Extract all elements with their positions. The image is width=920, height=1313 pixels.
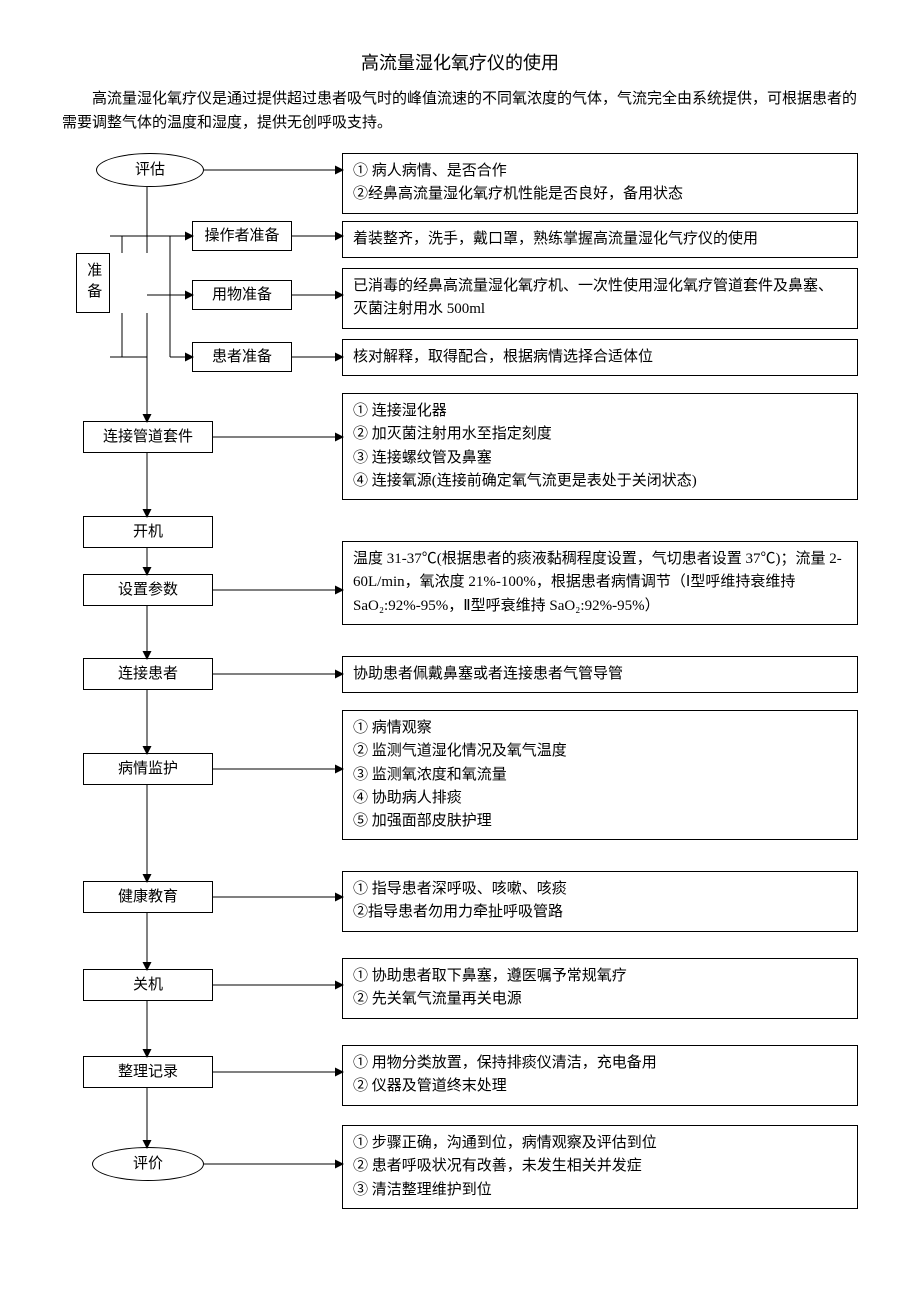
step-monitor-label: 病情监护	[118, 758, 178, 781]
step-connect-kit-label: 连接管道套件	[103, 426, 193, 449]
step-set-params: 设置参数	[83, 574, 213, 606]
detail-set-params: 温度 31-37℃(根据患者的痰液黏稠程度设置，气切患者设置 37℃)；流量 2…	[342, 541, 858, 625]
step-prep-operator-label: 操作者准备	[204, 225, 279, 248]
step-record: 整理记录	[83, 1056, 213, 1088]
step-education: 健康教育	[83, 881, 213, 913]
step-connect-patient: 连接患者	[83, 658, 213, 690]
detail-assess: ① 病人病情、是否合作 ②经鼻高流量湿化氧疗机性能是否良好，备用状态	[342, 153, 858, 214]
step-assess: 评估	[96, 153, 204, 187]
step-connect-kit: 连接管道套件	[83, 421, 213, 453]
detail-record: ① 用物分类放置，保持排痰仪清洁，充电备用 ② 仪器及管道终末处理	[342, 1045, 858, 1106]
step-set-params-label: 设置参数	[118, 579, 178, 602]
step-prep-operator: 操作者准备	[192, 221, 292, 251]
page-title: 高流量湿化氧疗仪的使用	[62, 50, 858, 77]
step-record-label: 整理记录	[118, 1061, 178, 1084]
step-prep-materials-label: 用物准备	[212, 284, 272, 307]
detail-prep-patient: 核对解释，取得配合，根据病情选择合适体位	[342, 339, 858, 376]
step-prepare-label: 准备	[82, 262, 105, 304]
step-monitor: 病情监护	[83, 753, 213, 785]
step-prep-patient-label: 患者准备	[212, 346, 272, 369]
detail-education: ① 指导患者深呼吸、咳嗽、咳痰 ②指导患者勿用力牵扯呼吸管路	[342, 871, 858, 932]
step-evaluate: 评价	[92, 1147, 204, 1181]
step-prep-materials: 用物准备	[192, 280, 292, 310]
detail-prep-materials: 已消毒的经鼻高流量湿化氧疗机、一次性使用湿化氧疗管道套件及鼻塞、灭菌注射用水 5…	[342, 268, 858, 329]
detail-monitor: ① 病情观察 ② 监测气道湿化情况及氧气温度 ③ 监测氧浓度和氧流量 ④ 协助病…	[342, 710, 858, 840]
step-power-off: 关机	[83, 969, 213, 1001]
step-education-label: 健康教育	[118, 886, 178, 909]
step-evaluate-label: 评价	[133, 1153, 163, 1176]
detail-evaluate: ① 步骤正确，沟通到位，病情观察及评估到位 ② 患者呼吸状况有改善，未发生相关并…	[342, 1125, 858, 1209]
step-power-on-label: 开机	[133, 521, 163, 544]
detail-connect-kit: ① 连接湿化器 ② 加灭菌注射用水至指定刻度 ③ 连接螺纹管及鼻塞 ④ 连接氧源…	[342, 393, 858, 500]
detail-prep-operator: 着装整齐，洗手，戴口罩，熟练掌握高流量湿化气疗仪的使用	[342, 221, 858, 258]
step-power-on: 开机	[83, 516, 213, 548]
intro-paragraph: 高流量湿化氧疗仪是通过提供超过患者吸气时的峰值流速的不同氧浓度的气体，气流完全由…	[62, 87, 858, 135]
detail-connect-patient: 协助患者佩戴鼻塞或者连接患者气管导管	[342, 656, 858, 693]
step-power-off-label: 关机	[133, 974, 163, 997]
step-prep-patient: 患者准备	[192, 342, 292, 372]
step-assess-label: 评估	[135, 159, 165, 182]
detail-power-off: ① 协助患者取下鼻塞，遵医嘱予常规氧疗 ② 先关氧气流量再关电源	[342, 958, 858, 1019]
step-prepare: 准备	[76, 253, 110, 313]
step-connect-patient-label: 连接患者	[118, 663, 178, 686]
flowchart: 评估 准备 操作者准备 用物准备 患者准备 连接管道套件 开机 设置参数 连接患…	[62, 153, 858, 1273]
